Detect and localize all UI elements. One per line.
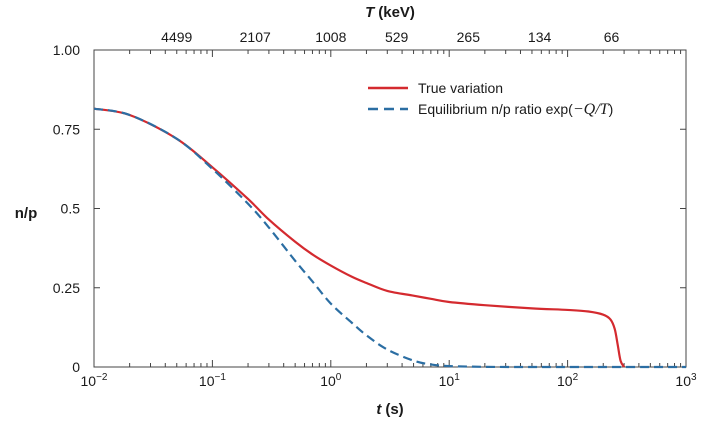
top-tick-label: 66	[604, 29, 620, 45]
top-axis-var: T	[365, 4, 376, 21]
x-tick-label: 102	[557, 372, 579, 389]
series-layer	[93, 107, 686, 369]
legend-equilibrium-suffix: )	[609, 101, 614, 117]
y-tick-label: 0.25	[53, 280, 80, 296]
top-axis-label: T (keV)	[365, 4, 415, 21]
x-tick-label: 10−2	[81, 372, 108, 389]
y-tick-label: 0.75	[53, 121, 80, 137]
y-tick-label: 1.00	[53, 42, 80, 58]
x-tick-label: 100	[320, 372, 342, 389]
top-tick-label: 529	[385, 29, 409, 45]
x-axis-label: t (s)	[376, 401, 403, 418]
series-line-equilibrium	[93, 107, 686, 369]
top-axis-unit: (keV)	[378, 4, 415, 21]
legend-equilibrium-math: −Q/T	[573, 101, 610, 118]
top-tick-label: 2107	[240, 29, 271, 45]
top-tick-label: 1008	[315, 29, 346, 45]
top-axis-ticks: 4499 2107 1008 529 265 134 66	[161, 29, 619, 45]
x-axis-ticks: 10−2 10−1 100 101 102 103	[81, 50, 697, 389]
plot-frame	[93, 49, 687, 368]
x-tick-label: 101	[439, 372, 461, 389]
x-axis-unit: (s)	[385, 401, 403, 418]
y-tick-label: 0	[72, 359, 80, 375]
series-line-true-variation	[93, 107, 626, 368]
x-tick-label: 10−1	[199, 372, 226, 389]
top-tick-label: 265	[457, 29, 481, 45]
y-tick-label: 0.5	[61, 201, 81, 217]
legend: True variation Equilibrium n/p ratio exp…	[368, 80, 613, 118]
legend-equilibrium-prefix: Equilibrium n/p ratio exp(	[418, 101, 573, 117]
legend-label-equilibrium: Equilibrium n/p ratio exp(−Q/T)	[418, 101, 613, 118]
x-tick-label: 103	[675, 372, 697, 389]
y-axis-ticks: 0 0.25 0.5 0.75 1.00	[53, 42, 686, 375]
legend-label-true-variation: True variation	[418, 80, 503, 96]
top-tick-label: 134	[528, 29, 552, 45]
top-tick-label: 4499	[161, 29, 192, 45]
y-axis-label: n/p	[15, 205, 38, 222]
x-axis-var: t	[376, 401, 382, 418]
